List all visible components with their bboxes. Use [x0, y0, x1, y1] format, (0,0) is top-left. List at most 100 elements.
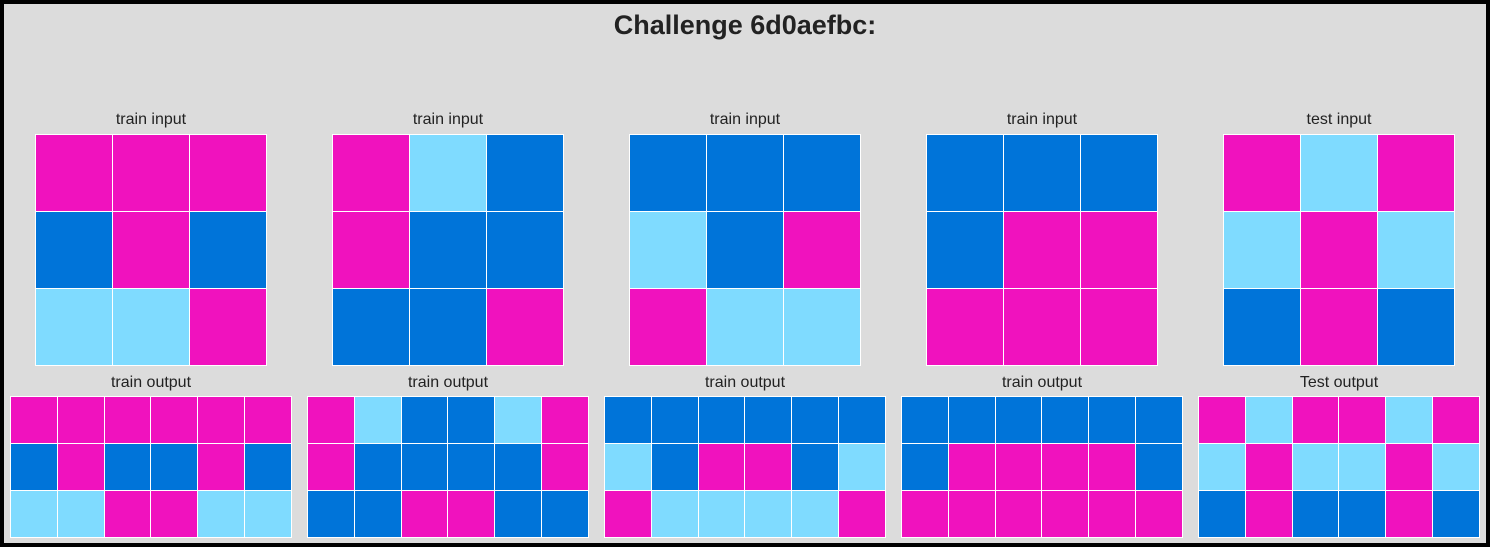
grid-cell: [1089, 444, 1136, 490]
grid-cell: [190, 135, 266, 211]
grid-cell: [698, 491, 745, 537]
grid-cell: [542, 444, 588, 490]
grid-cell: [333, 135, 409, 211]
output-label: train output: [1001, 374, 1083, 391]
grid-cell: [11, 444, 57, 490]
grid-cell: [1292, 444, 1339, 490]
grid-cell: [630, 212, 706, 288]
grid-cell: [1136, 491, 1182, 537]
grid-cell: [1245, 491, 1292, 537]
grid-cell: [308, 397, 354, 443]
grid-cell: [448, 397, 495, 443]
grid-cell: [245, 397, 291, 443]
grid-cell: [745, 444, 792, 490]
grid-cell: [792, 444, 839, 490]
grid-cell: [11, 491, 57, 537]
grid-cell: [1301, 289, 1377, 365]
grid-cell: [792, 491, 839, 537]
grid-cell: [113, 135, 189, 211]
grid-cell: [1378, 135, 1454, 211]
grid-cell: [198, 397, 245, 443]
grid-cell: [11, 397, 57, 443]
grid-cell: [1292, 397, 1339, 443]
grid-cell: [542, 397, 588, 443]
output-grid: [901, 396, 1183, 538]
grid-cell: [1386, 444, 1433, 490]
grid-cell: [1042, 397, 1089, 443]
grid-cell: [1199, 444, 1245, 490]
grid-cell: [1301, 212, 1377, 288]
grid-cell: [448, 444, 495, 490]
grid-cell: [410, 289, 486, 365]
grid-cell: [354, 444, 401, 490]
grid-cell: [839, 444, 885, 490]
grid-cell: [948, 397, 995, 443]
grid-cell: [792, 397, 839, 443]
input-grid: [332, 134, 564, 366]
input-label: train input: [709, 111, 781, 128]
grid-cell: [1081, 212, 1157, 288]
grid-cell: [1433, 444, 1479, 490]
grid-cell: [902, 491, 948, 537]
grid-cell: [354, 397, 401, 443]
grid-cell: [1199, 397, 1245, 443]
grid-cell: [605, 491, 651, 537]
output-label: train output: [407, 374, 489, 391]
grid-cell: [1081, 289, 1157, 365]
grid-cell: [36, 135, 112, 211]
grid-cell: [1245, 397, 1292, 443]
grid-cell: [1224, 289, 1300, 365]
grid-cell: [902, 444, 948, 490]
grid-cell: [1339, 397, 1386, 443]
grid-cell: [948, 444, 995, 490]
grid-cell: [1378, 212, 1454, 288]
grid-cell: [1433, 397, 1479, 443]
output-label: train output: [110, 374, 192, 391]
grid-cell: [401, 397, 448, 443]
grid-cell: [245, 444, 291, 490]
grid-cell: [104, 397, 151, 443]
grid-cell: [487, 289, 563, 365]
input-label: test input: [1306, 111, 1372, 128]
grid-cell: [354, 491, 401, 537]
grid-cell: [1004, 135, 1080, 211]
grid-cell: [630, 135, 706, 211]
grid-cell: [448, 491, 495, 537]
grid-cell: [698, 444, 745, 490]
grid-cell: [839, 491, 885, 537]
grid-cell: [1042, 444, 1089, 490]
grid-cell: [839, 397, 885, 443]
grid-cell: [495, 397, 542, 443]
grid-cell: [36, 212, 112, 288]
input-grid: [629, 134, 861, 366]
grid-cell: [333, 289, 409, 365]
grid-cell: [104, 491, 151, 537]
grid-cell: [1224, 135, 1300, 211]
grid-cell: [487, 135, 563, 211]
grid-cell: [1004, 212, 1080, 288]
grid-cell: [190, 212, 266, 288]
grid-cell: [57, 491, 104, 537]
output-grid: [10, 396, 292, 538]
grid-cell: [401, 491, 448, 537]
grid-cell: [1004, 289, 1080, 365]
grid-cell: [1199, 491, 1245, 537]
output-grid: [604, 396, 886, 538]
grid-cell: [1386, 397, 1433, 443]
grid-cell: [151, 491, 198, 537]
challenge-frame: Challenge 6d0aefbc: train input train out…: [4, 4, 1486, 543]
grid-cell: [1245, 444, 1292, 490]
input-grid: [926, 134, 1158, 366]
grid-cell: [495, 491, 542, 537]
grid-cell: [1136, 444, 1182, 490]
output-grid: [307, 396, 589, 538]
grid-cell: [333, 212, 409, 288]
grid-cell: [927, 289, 1003, 365]
output-grid: [1198, 396, 1480, 538]
grid-cell: [104, 444, 151, 490]
output-label: Test output: [1299, 374, 1379, 391]
grid-cell: [151, 444, 198, 490]
grid-cell: [410, 135, 486, 211]
grid-cell: [707, 289, 783, 365]
page-title: Challenge 6d0aefbc:: [613, 10, 877, 40]
